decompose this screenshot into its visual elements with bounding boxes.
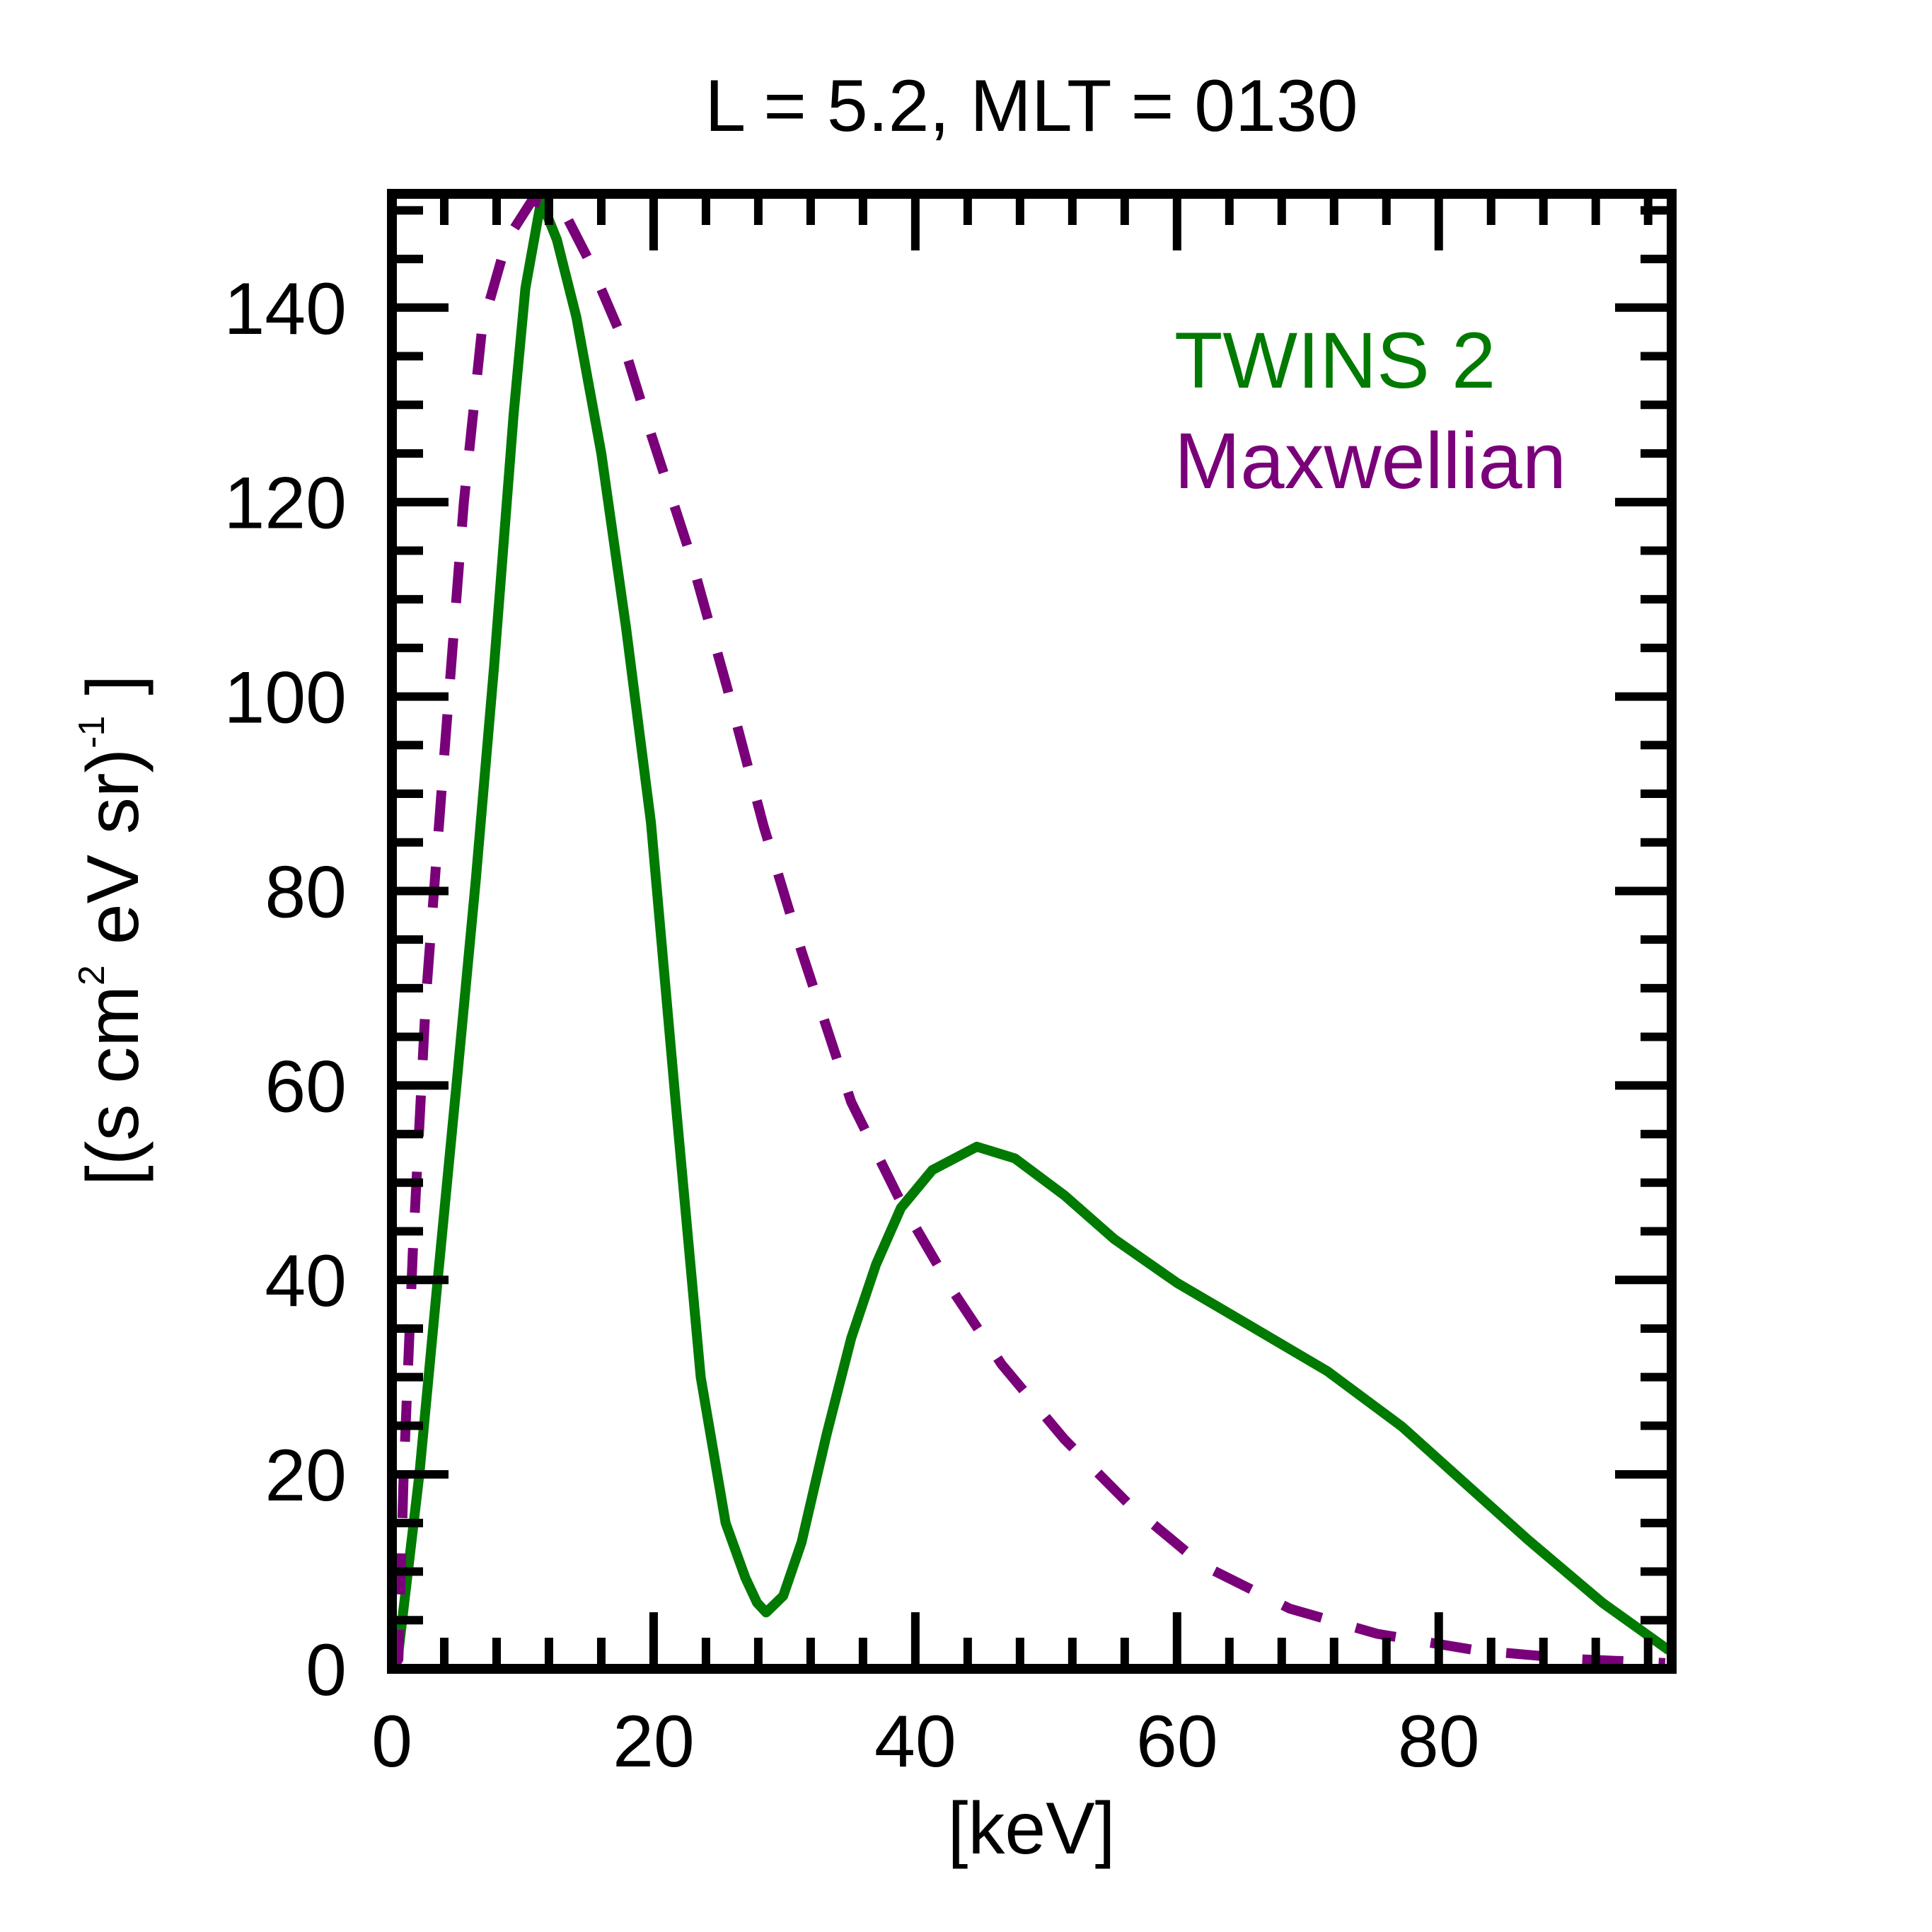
- y-axis-label-mid: eV sr): [72, 748, 154, 965]
- y-axis-label-sup-neg1: -1: [71, 716, 112, 748]
- y-tick-label: 140: [224, 268, 347, 350]
- y-tick-label: 40: [265, 1240, 347, 1322]
- y-tick-label: 0: [306, 1629, 347, 1711]
- series-layer: [392, 195, 1672, 1669]
- legend-entry-twins-2: TWINS 2: [1174, 316, 1496, 405]
- series-line-twins-2: [392, 195, 1672, 1669]
- y-tick-label: 60: [265, 1046, 347, 1128]
- y-axis-label-base: [(s cm: [72, 985, 154, 1186]
- plot-frame: [387, 189, 1677, 1674]
- legend-entry-maxwellian: Maxwellian: [1174, 417, 1566, 505]
- x-axis-label: [keV]: [948, 1788, 1116, 1870]
- chart-title: L = 5.2, MLT = 0130: [705, 65, 1358, 147]
- legend: TWINS 2 Maxwellian: [1174, 316, 1566, 505]
- series-line-maxwellian: [392, 195, 1666, 1669]
- y-axis-label-sup-2: 2: [71, 965, 112, 985]
- tick-labels: 0 20 40 60 80 0 20 40 60 80 100 120 140: [224, 268, 1479, 1783]
- x-tick-label: 0: [371, 1701, 412, 1783]
- x-tick-label: 80: [1398, 1701, 1480, 1783]
- y-tick-label: 20: [265, 1435, 347, 1517]
- y-axis-label-end: ]: [72, 675, 154, 716]
- y-axis-label: [(s cm2 eV sr)-1 ]: [71, 675, 154, 1186]
- x-tick-label: 20: [613, 1701, 695, 1783]
- y-tick-label: 80: [265, 851, 347, 933]
- y-tick-label: 100: [224, 657, 347, 739]
- x-tick-label: 40: [874, 1701, 956, 1783]
- y-tick-label: 120: [224, 463, 347, 545]
- x-tick-label: 60: [1136, 1701, 1218, 1783]
